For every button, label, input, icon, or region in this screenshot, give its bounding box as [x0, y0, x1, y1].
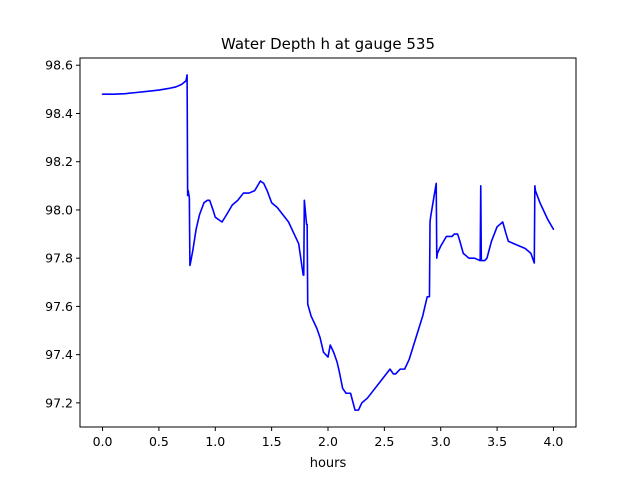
x-tick-label: 1.5: [262, 434, 282, 449]
x-tick-label: 3.5: [487, 434, 507, 449]
series-layer: [101, 74, 555, 411]
chart-title: Water Depth h at gauge 535: [221, 35, 435, 53]
x-tick-label: 3.0: [431, 434, 451, 449]
plot-area: [79, 57, 577, 428]
y-tick-label: 98.6: [45, 58, 73, 73]
y-tick-label: 97.2: [45, 395, 73, 410]
x-tick-label: 0.5: [149, 434, 169, 449]
y-tick-label: 98.2: [45, 154, 73, 169]
axes-frame: [79, 57, 577, 428]
y-tick-label: 98.0: [45, 202, 73, 217]
x-axis-label: hours: [310, 456, 347, 471]
x-tick-label: 0.0: [93, 434, 113, 449]
y-tick-label: 97.6: [45, 299, 73, 314]
y-tick-label: 97.8: [45, 251, 73, 266]
y-axis-ticks: 97.2 97.4 97.6 97.8 98.0 98.2 98.4 98.6: [45, 58, 80, 410]
y-tick-label: 98.4: [45, 106, 73, 121]
x-axis-ticks: 0.0 0.5 1.0 1.5 2.0 2.5 3.0 3.5 4.0: [93, 427, 564, 449]
x-tick-label: 1.0: [205, 434, 225, 449]
x-tick-label: 4.0: [544, 434, 564, 449]
y-tick-label: 97.4: [45, 347, 73, 362]
series-line-1: [101, 74, 555, 411]
x-tick-label: 2.0: [318, 434, 338, 449]
x-tick-label: 2.5: [374, 434, 394, 449]
